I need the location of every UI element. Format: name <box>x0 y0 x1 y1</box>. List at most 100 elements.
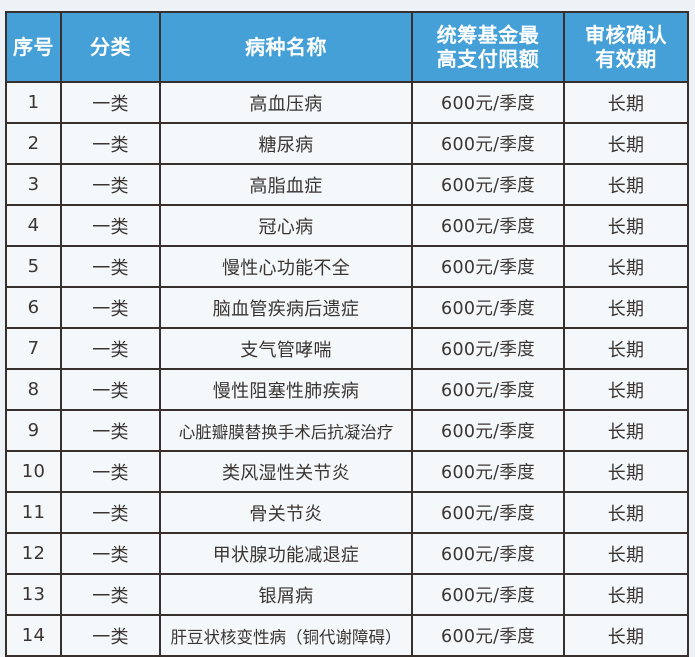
cell-index: 9 <box>5 409 62 452</box>
column-header-payment-limit-line-1: 统筹基金最 <box>436 22 540 47</box>
cell-payment-limit: 600元/季度 <box>411 573 565 616</box>
cell-category: 一类 <box>60 614 161 657</box>
disease-table-container: 序号 分类 病种名称 统筹基金最 高支付限额 审核确认 有效期 <box>5 11 689 657</box>
cell-validity: 长期 <box>563 204 689 247</box>
cell-category: 一类 <box>60 204 161 247</box>
cell-index: 4 <box>5 204 62 247</box>
column-header-index-line-1: 序号 <box>13 34 54 59</box>
cell-payment-limit: 600元/季度 <box>411 327 565 370</box>
table-header: 序号 分类 病种名称 统筹基金最 高支付限额 审核确认 有效期 <box>5 11 689 83</box>
table-body: 1 一类 高血压病 600元/季度 长期 2 一类 糖尿病 600元/季度 长期… <box>5 81 689 657</box>
cell-validity: 长期 <box>563 122 689 165</box>
cell-index: 7 <box>5 327 62 370</box>
cell-index: 1 <box>5 81 62 124</box>
cell-category: 一类 <box>60 368 161 411</box>
table-row: 3 一类 高脂血症 600元/季度 长期 <box>5 163 689 206</box>
cell-category: 一类 <box>60 573 161 616</box>
cell-payment-limit: 600元/季度 <box>411 614 565 657</box>
cell-validity: 长期 <box>563 450 689 493</box>
cell-disease-name: 高脂血症 <box>159 163 413 206</box>
cell-disease-name: 骨关节炎 <box>159 491 413 534</box>
cell-payment-limit: 600元/季度 <box>411 532 565 575</box>
cell-payment-limit: 600元/季度 <box>411 163 565 206</box>
cell-validity: 长期 <box>563 409 689 452</box>
table-row: 5 一类 慢性心功能不全 600元/季度 长期 <box>5 245 689 288</box>
cell-disease-name: 肝豆状核变性病（铜代谢障碍） <box>159 614 413 657</box>
cell-validity: 长期 <box>563 245 689 288</box>
cell-payment-limit: 600元/季度 <box>411 491 565 534</box>
column-header-payment-limit: 统筹基金最 高支付限额 <box>411 11 565 83</box>
cell-payment-limit: 600元/季度 <box>411 286 565 329</box>
column-header-category: 分类 <box>60 11 161 83</box>
cell-disease-name: 高血压病 <box>159 81 413 124</box>
cell-category: 一类 <box>60 450 161 493</box>
cell-validity: 长期 <box>563 491 689 534</box>
cell-disease-name: 甲状腺功能减退症 <box>159 532 413 575</box>
cell-validity: 长期 <box>563 327 689 370</box>
cell-payment-limit: 600元/季度 <box>411 204 565 247</box>
cell-index: 5 <box>5 245 62 288</box>
cell-payment-limit: 600元/季度 <box>411 81 565 124</box>
table-row: 7 一类 支气管哮喘 600元/季度 长期 <box>5 327 689 370</box>
table-header-row: 序号 分类 病种名称 统筹基金最 高支付限额 审核确认 有效期 <box>5 11 689 83</box>
cell-payment-limit: 600元/季度 <box>411 122 565 165</box>
column-header-validity-line-2: 有效期 <box>595 47 657 71</box>
cell-index: 3 <box>5 163 62 206</box>
cell-category: 一类 <box>60 491 161 534</box>
table-row: 8 一类 慢性阻塞性肺疾病 600元/季度 长期 <box>5 368 689 411</box>
cell-disease-name: 类风湿性关节炎 <box>159 450 413 493</box>
page-root: 序号 分类 病种名称 统筹基金最 高支付限额 审核确认 有效期 <box>5 11 689 657</box>
cell-index: 6 <box>5 286 62 329</box>
cell-index: 8 <box>5 368 62 411</box>
cell-disease-name: 支气管哮喘 <box>159 327 413 370</box>
table-row: 9 一类 心脏瓣膜替换手术后抗凝治疗 600元/季度 长期 <box>5 409 689 452</box>
cell-category: 一类 <box>60 163 161 206</box>
cell-validity: 长期 <box>563 163 689 206</box>
chronic-disease-table: 序号 分类 病种名称 统筹基金最 高支付限额 审核确认 有效期 <box>5 11 689 657</box>
cell-disease-name: 糖尿病 <box>159 122 413 165</box>
table-row: 11 一类 骨关节炎 600元/季度 长期 <box>5 491 689 534</box>
table-row: 1 一类 高血压病 600元/季度 长期 <box>5 81 689 124</box>
cell-index: 13 <box>5 573 62 616</box>
cell-index: 11 <box>5 491 62 534</box>
column-header-index: 序号 <box>5 11 62 83</box>
cell-payment-limit: 600元/季度 <box>411 450 565 493</box>
table-row: 2 一类 糖尿病 600元/季度 长期 <box>5 122 689 165</box>
cell-disease-name: 银屑病 <box>159 573 413 616</box>
cell-category: 一类 <box>60 245 161 288</box>
cell-category: 一类 <box>60 122 161 165</box>
column-header-category-line-1: 分类 <box>90 34 131 59</box>
cell-payment-limit: 600元/季度 <box>411 245 565 288</box>
cell-validity: 长期 <box>563 368 689 411</box>
cell-category: 一类 <box>60 327 161 370</box>
column-header-validity-line-1: 审核确认 <box>585 22 667 47</box>
column-header-payment-limit-line-2: 高支付限额 <box>436 47 540 71</box>
column-header-disease-name-line-1: 病种名称 <box>245 34 327 59</box>
cell-index: 10 <box>5 450 62 493</box>
cell-category: 一类 <box>60 286 161 329</box>
table-row: 14 一类 肝豆状核变性病（铜代谢障碍） 600元/季度 长期 <box>5 614 689 657</box>
table-row: 6 一类 脑血管疾病后遗症 600元/季度 长期 <box>5 286 689 329</box>
cell-category: 一类 <box>60 409 161 452</box>
cell-disease-name: 慢性心功能不全 <box>159 245 413 288</box>
cell-validity: 长期 <box>563 81 689 124</box>
cell-validity: 长期 <box>563 286 689 329</box>
table-row: 13 一类 银屑病 600元/季度 长期 <box>5 573 689 616</box>
cell-payment-limit: 600元/季度 <box>411 368 565 411</box>
column-header-validity: 审核确认 有效期 <box>563 11 689 83</box>
column-header-disease-name: 病种名称 <box>159 11 413 83</box>
table-row: 12 一类 甲状腺功能减退症 600元/季度 长期 <box>5 532 689 575</box>
cell-validity: 长期 <box>563 532 689 575</box>
cell-index: 14 <box>5 614 62 657</box>
cell-disease-name: 脑血管疾病后遗症 <box>159 286 413 329</box>
cell-index: 12 <box>5 532 62 575</box>
cell-disease-name: 慢性阻塞性肺疾病 <box>159 368 413 411</box>
cell-category: 一类 <box>60 81 161 124</box>
table-row: 4 一类 冠心病 600元/季度 长期 <box>5 204 689 247</box>
table-row: 10 一类 类风湿性关节炎 600元/季度 长期 <box>5 450 689 493</box>
cell-index: 2 <box>5 122 62 165</box>
cell-validity: 长期 <box>563 573 689 616</box>
cell-validity: 长期 <box>563 614 689 657</box>
cell-category: 一类 <box>60 532 161 575</box>
cell-disease-name: 冠心病 <box>159 204 413 247</box>
